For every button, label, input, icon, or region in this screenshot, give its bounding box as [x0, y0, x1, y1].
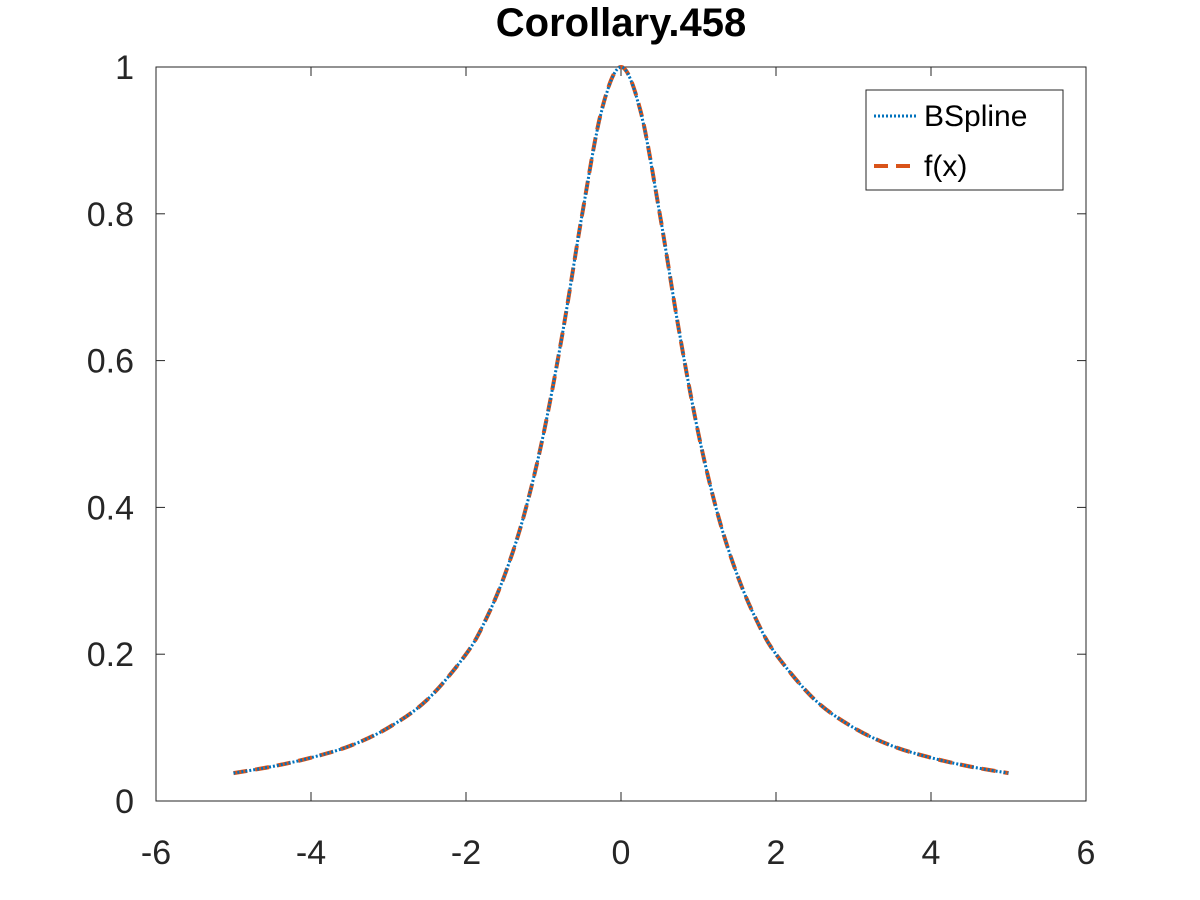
x-tick-label: -4 [296, 834, 326, 872]
legend: BSpline f(x) [865, 89, 1064, 191]
y-tick-label: 0.2 [87, 636, 134, 674]
y-tick-label: 0.8 [87, 196, 134, 234]
x-axis-tick-labels: -6 -4 -2 0 2 4 6 [141, 834, 1096, 872]
x-tick-label: 2 [767, 834, 786, 872]
x-tick-label: 4 [922, 834, 941, 872]
x-tick-label: 6 [1077, 834, 1096, 872]
series-line-fx [233, 64, 1009, 776]
legend-box [865, 89, 1064, 191]
y-tick-label: 0 [115, 783, 134, 821]
axis-ticks [155, 66, 1087, 802]
y-tick-label: 0.6 [87, 343, 134, 381]
chart-title: Corollary.458 [496, 1, 747, 45]
legend-label-bspline: BSpline [924, 100, 1027, 133]
y-tick-label: 1 [115, 49, 134, 87]
y-axis-tick-labels: 0 0.2 0.4 0.6 0.8 1 [87, 49, 134, 821]
legend-label-fx: f(x) [924, 150, 967, 183]
x-tick-label: -6 [141, 834, 171, 872]
series-layer [233, 64, 1009, 776]
x-tick-label: 0 [612, 834, 631, 872]
x-tick-label: -2 [451, 834, 481, 872]
y-tick-label: 0.4 [87, 489, 134, 527]
